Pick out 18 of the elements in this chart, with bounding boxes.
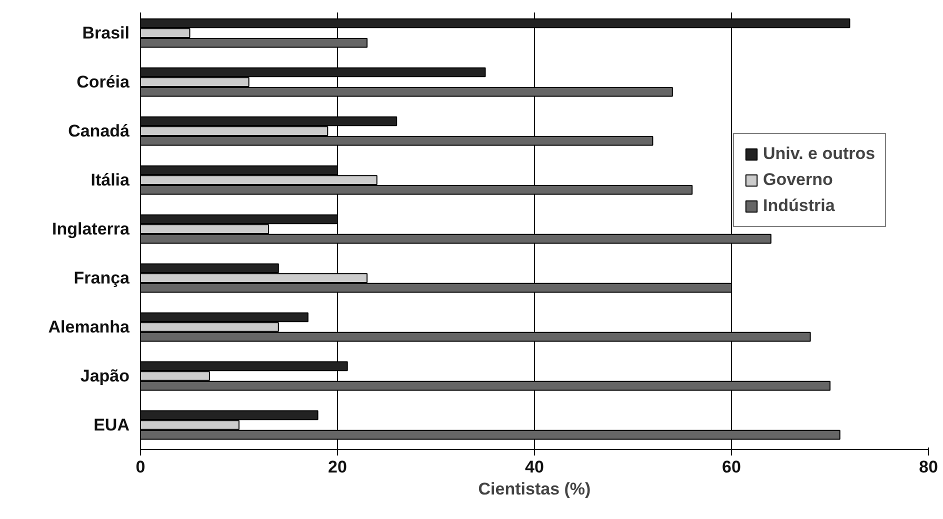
x-tick-label: 60 bbox=[722, 458, 741, 476]
legend-label: Univ. e outros bbox=[763, 144, 876, 164]
x-tick-label: 20 bbox=[328, 458, 347, 476]
x-tick-label: 80 bbox=[919, 458, 938, 476]
y-tick-label: Canadá bbox=[68, 122, 130, 141]
x-axis-title: Cientistas (%) bbox=[478, 480, 591, 498]
y-tick-label: EUA bbox=[94, 416, 130, 435]
x-tick-label: 40 bbox=[525, 458, 544, 476]
y-tick-label: Inglaterra bbox=[52, 220, 130, 239]
legend-label: Indústria bbox=[763, 196, 835, 216]
y-tick-label: Japão bbox=[80, 366, 130, 386]
legend-label: Governo bbox=[763, 170, 833, 190]
y-tick-label: Alemanha bbox=[48, 318, 130, 337]
y-tick-label: Itália bbox=[90, 170, 130, 190]
y-tick-label: Coréia bbox=[76, 72, 130, 92]
x-tick-label: 0 bbox=[136, 458, 146, 476]
y-tick-label: França bbox=[74, 268, 130, 288]
y-tick-label: Brasil bbox=[82, 24, 130, 43]
